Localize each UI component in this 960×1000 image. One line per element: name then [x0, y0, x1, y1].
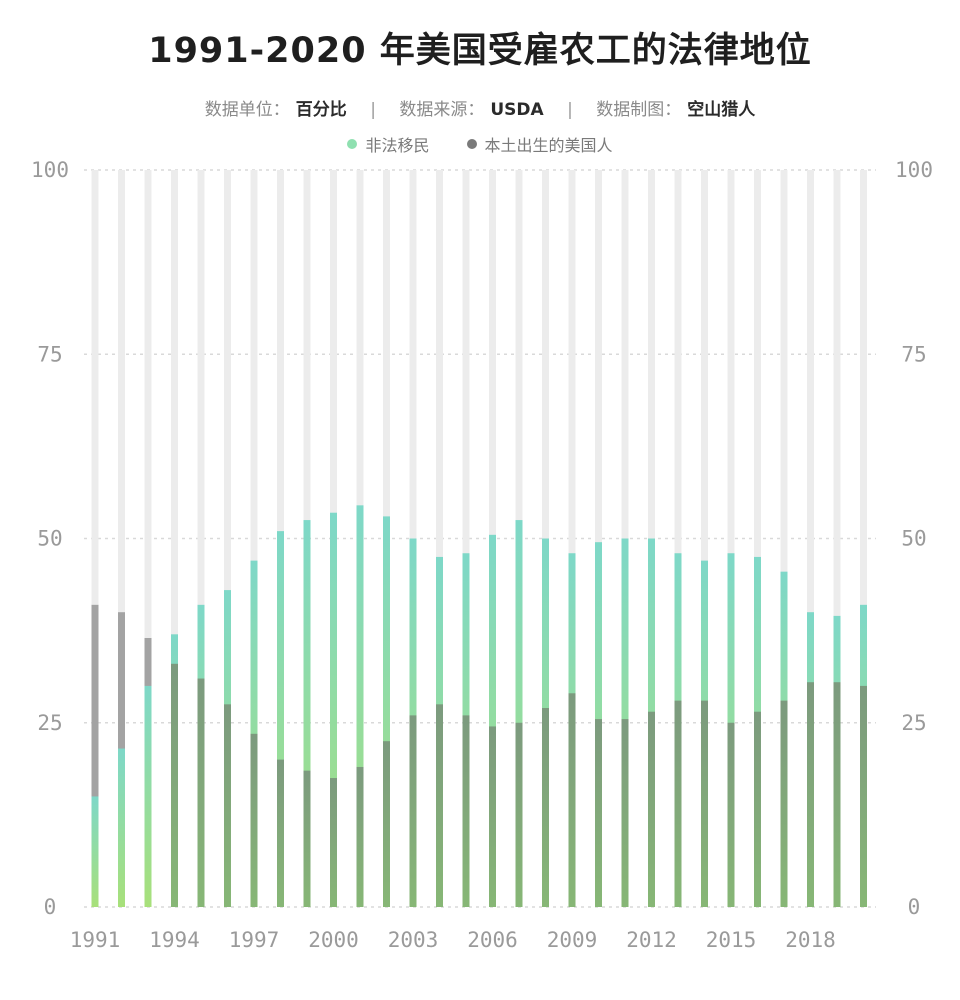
bar-native-born: [409, 715, 417, 907]
bar-native-born: [91, 604, 99, 907]
meta-separator: |: [370, 100, 376, 120]
source-value: USDA: [490, 100, 544, 120]
bar-illegal-immigrants: [91, 796, 99, 907]
bar-background: [144, 170, 152, 907]
bar-illegal-immigrants: [515, 520, 523, 907]
bar-native-born: [250, 733, 258, 907]
bar-background: [860, 170, 867, 907]
bar-background: [171, 170, 178, 907]
legend-item-native-born: 本土出生的美国人: [466, 132, 613, 156]
y-tick-label-left: 50: [37, 527, 62, 551]
bar-native-born: [197, 678, 205, 907]
legend-label: 非法移民: [365, 136, 430, 155]
bar-illegal-immigrants: [330, 512, 337, 907]
bar-native-born: [568, 693, 576, 907]
y-tick-label-right: 25: [901, 711, 926, 735]
legend-swatch: [466, 139, 477, 149]
x-tick-label: 2009: [547, 928, 598, 952]
bar-background: [674, 170, 682, 907]
x-tick-label: 2018: [785, 928, 836, 952]
legend-swatch: [347, 139, 358, 149]
bar-native-born: [277, 759, 284, 907]
bar-native-born: [648, 711, 655, 907]
bar-native-born: [383, 741, 390, 907]
bar-native-born: [727, 722, 735, 907]
bar-background: [833, 170, 841, 907]
x-tick-label: 1994: [149, 928, 200, 952]
bar-background: [436, 170, 443, 907]
bar-native-born: [330, 778, 337, 907]
x-tick-label: 2006: [467, 928, 518, 952]
bar-background: [224, 170, 231, 907]
y-tick-label-left: 0: [44, 895, 57, 919]
y-tick-label-right: 0: [908, 895, 921, 919]
x-tick-label: 2003: [388, 928, 439, 952]
x-tick-label: 2000: [308, 928, 359, 952]
bar-native-born: [489, 726, 496, 907]
bar-background: [462, 170, 470, 907]
y-tick-label-left: 25: [37, 711, 62, 735]
y-tick-label-right: 100: [895, 158, 933, 182]
bar-native-born: [833, 682, 841, 907]
legend-label: 本土出生的美国人: [484, 136, 613, 155]
bar-native-born: [462, 715, 470, 907]
bar-illegal-immigrants: [489, 534, 496, 907]
meta-separator: |: [567, 100, 573, 120]
bar-background: [807, 170, 814, 907]
bar-background: [727, 170, 735, 907]
bar-illegal-immigrants: [277, 531, 284, 907]
bar-native-born: [621, 719, 629, 907]
x-tick-label: 2012: [626, 928, 677, 952]
maker-value: 空山猎人: [687, 100, 756, 120]
bar-background: [250, 170, 258, 907]
bar-background: [595, 170, 602, 907]
chart-meta: 数据单位： 百分比 | 数据来源： USDA | 数据制图： 空山猎人: [0, 95, 960, 120]
x-tick-label: 1997: [229, 928, 280, 952]
bar-native-born: [780, 700, 788, 907]
bar-background: [780, 170, 788, 907]
source-label: 数据来源：: [399, 100, 485, 120]
bar-illegal-immigrants: [303, 520, 311, 907]
x-tick-label: 1991: [70, 928, 121, 952]
bar-native-born: [674, 700, 682, 907]
y-tick-label-left: 75: [37, 342, 62, 366]
bar-background: [754, 170, 761, 907]
bar-native-born: [860, 685, 867, 907]
bar-native-born: [595, 719, 602, 907]
legend: 非法移民 本土出生的美国人: [0, 132, 960, 156]
y-tick-label-left: 100: [31, 158, 69, 182]
bar-background: [91, 170, 99, 907]
bar-native-born: [515, 722, 523, 907]
y-tick-label-right: 50: [901, 527, 926, 551]
maker-label: 数据制图：: [596, 100, 682, 120]
bar-native-born: [436, 704, 443, 907]
unit-label: 数据单位：: [204, 100, 290, 120]
bar-native-born: [807, 682, 814, 907]
x-tick-label: 2015: [706, 928, 757, 952]
bar-chart: 0 0 25 25 50 50 75 75 100 100 1991 1994 1997 2000 2003…: [31, 158, 933, 952]
bar-native-born: [754, 711, 761, 907]
unit-value: 百分比: [295, 100, 347, 120]
bar-illegal-immigrants: [144, 685, 152, 907]
bar-native-born: [542, 708, 549, 907]
legend-item-illegal-immigrants: 非法移民: [347, 132, 429, 156]
bar-background: [118, 170, 125, 907]
chart-title: 1991-2020 年美国受雇农工的法律地位: [148, 31, 812, 71]
bar-background: [568, 170, 576, 907]
bar-background: [701, 170, 708, 907]
bar-illegal-immigrants: [118, 748, 125, 907]
bar-native-born: [356, 766, 364, 907]
bar-native-born: [171, 663, 178, 907]
bar-native-born: [303, 770, 311, 907]
bar-illegal-immigrants: [356, 505, 364, 907]
bar-background: [197, 170, 205, 907]
bar-illegal-immigrants: [383, 516, 390, 907]
bar-native-born: [224, 704, 231, 907]
y-tick-label-right: 75: [901, 342, 926, 366]
bar-native-born: [701, 700, 708, 907]
